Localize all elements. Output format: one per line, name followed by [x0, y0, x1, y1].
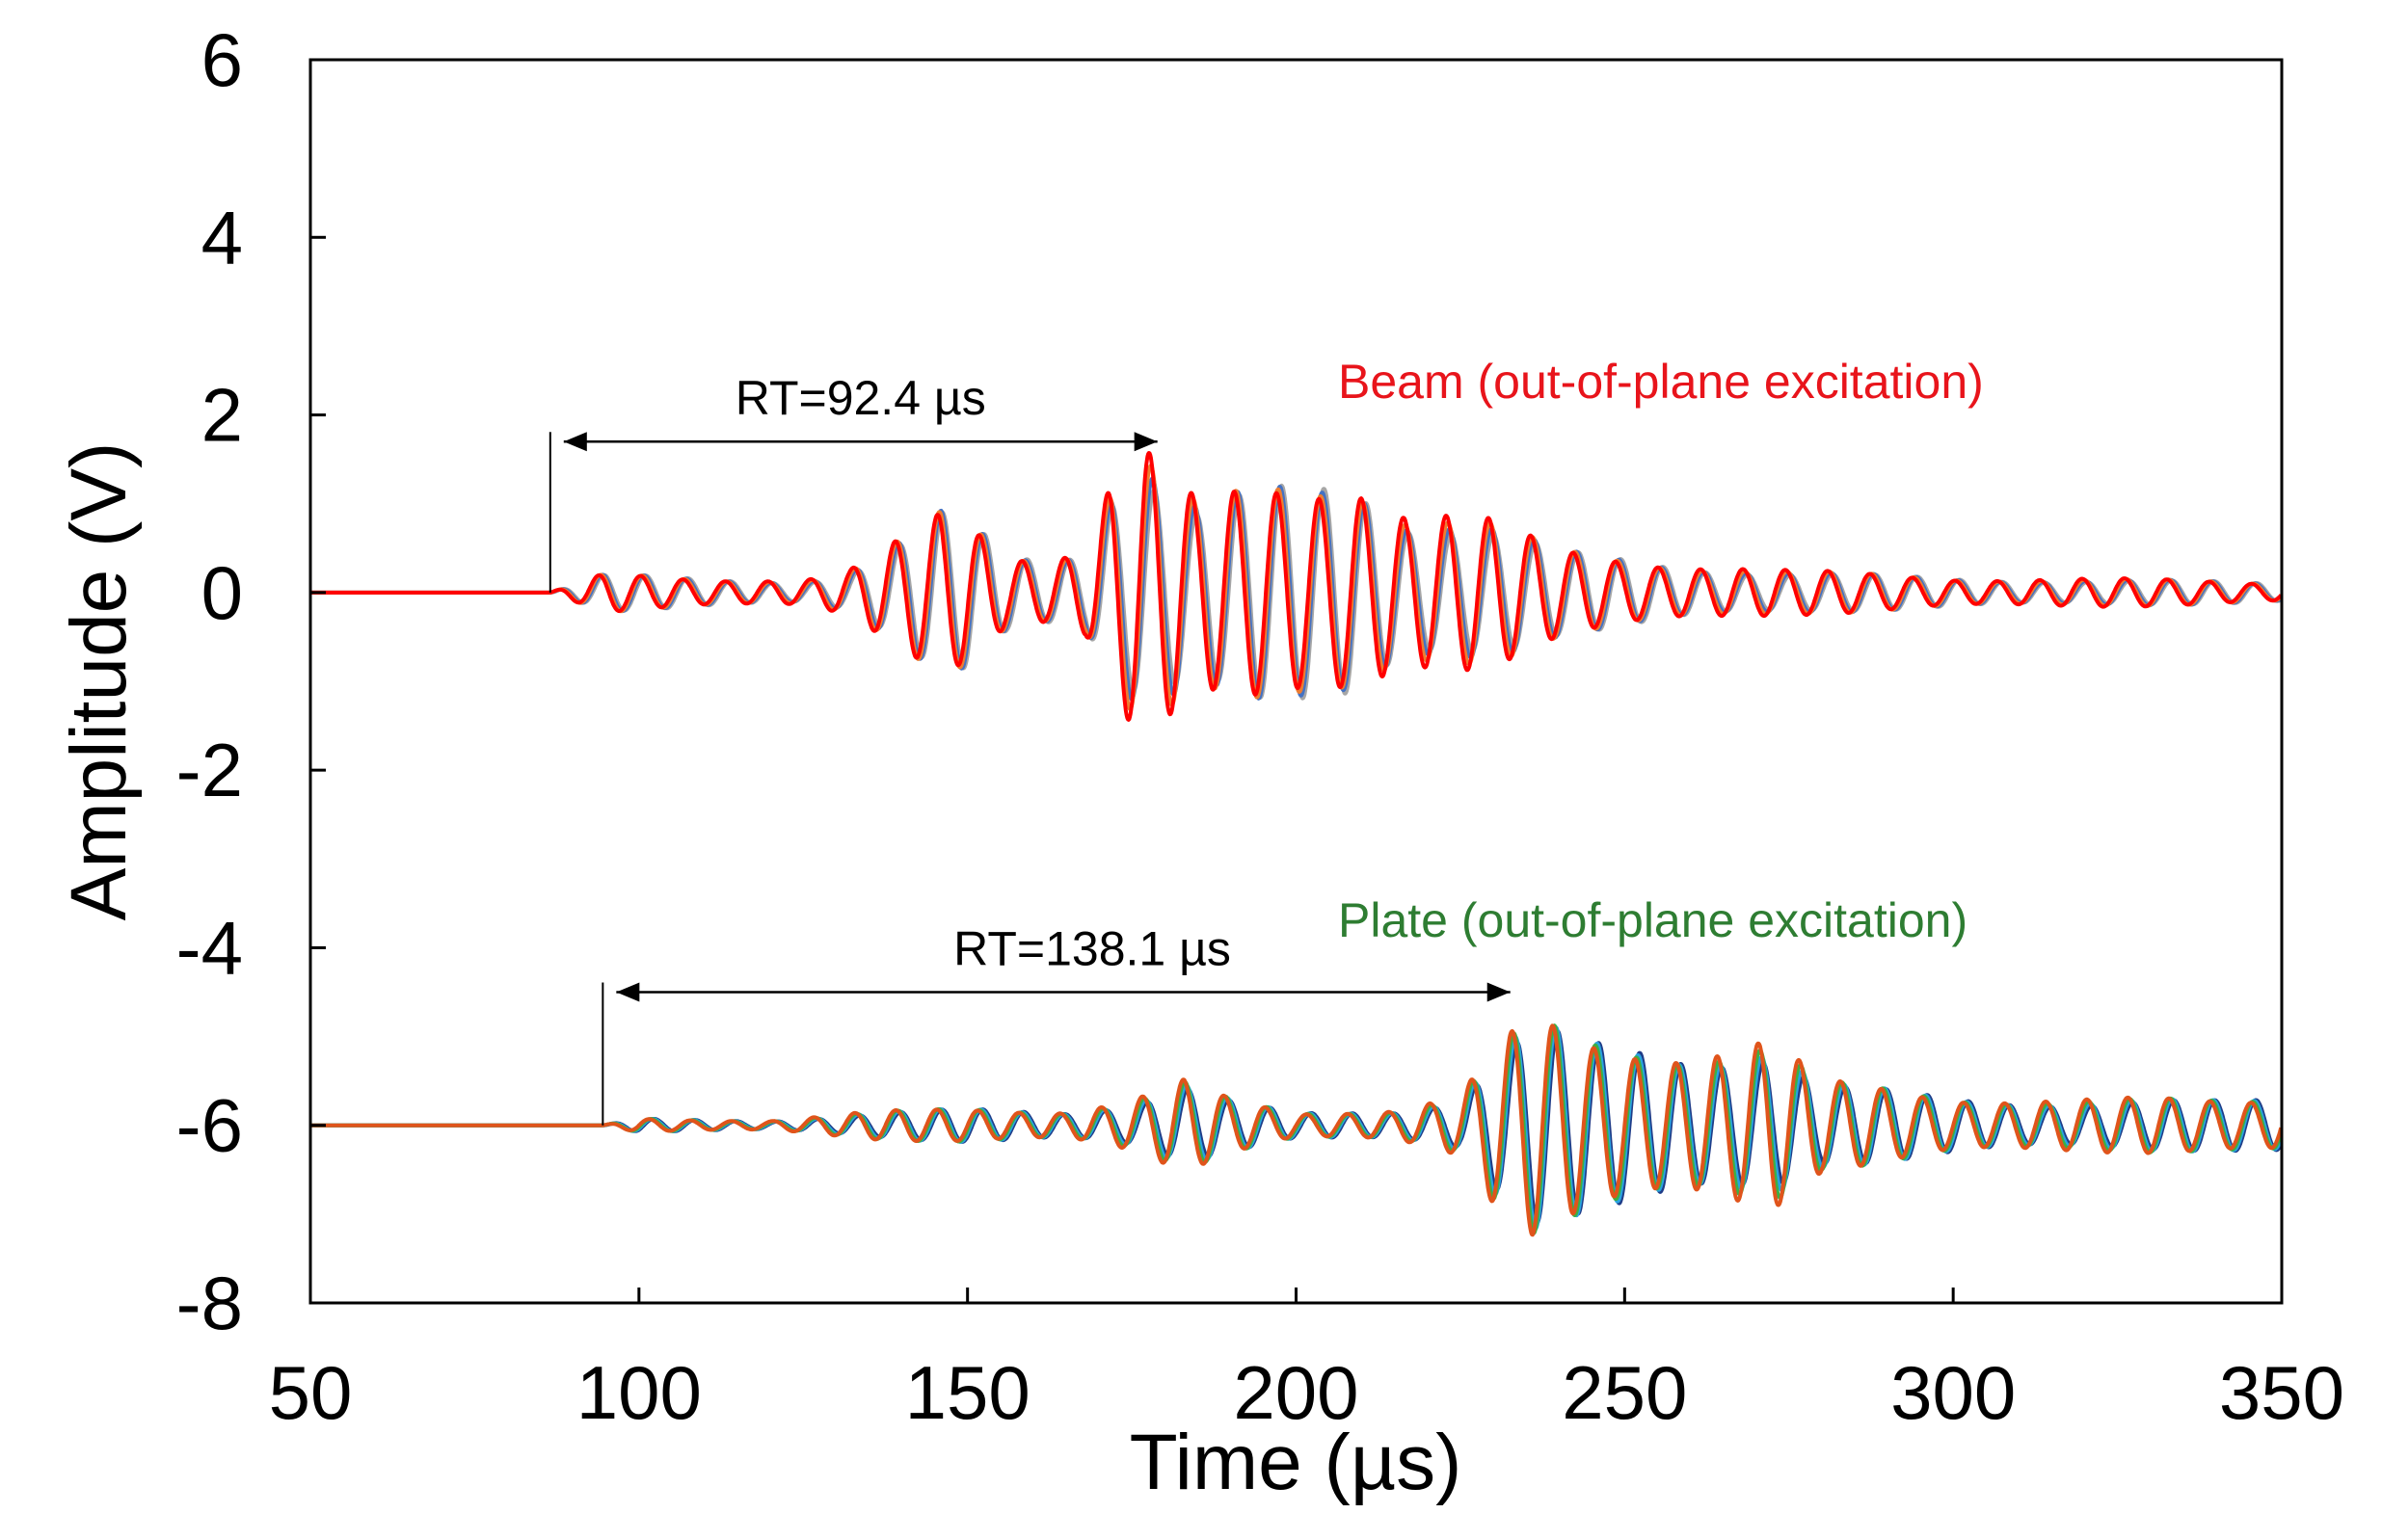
- x-tick-label: 200: [1233, 1350, 1358, 1435]
- rt-arrow-head-right: [1486, 982, 1511, 1002]
- x-tick-label: 300: [1890, 1350, 2016, 1435]
- tick-layer: 50 100 150 200 250 300 350 -8 -6 -4 -2 0 2 4 6: [176, 17, 2344, 1435]
- y-tick-label: -8: [176, 1261, 243, 1345]
- x-tick-label: 50: [269, 1350, 353, 1435]
- beam-waveforms: [308, 451, 2283, 722]
- y-tick-label: -4: [176, 905, 243, 990]
- y-tick-label: 2: [201, 373, 243, 458]
- x-axis-title: Time (µs): [1130, 1419, 1462, 1506]
- annotation-layer: Beam (out-of-plane excitation) RT=92.4 µs…: [549, 355, 1984, 1126]
- y-tick-label: -6: [176, 1083, 243, 1168]
- waveform-series-4: [308, 451, 2283, 722]
- plate-waveforms: [308, 1023, 2284, 1237]
- y-tick-label: -2: [176, 728, 243, 812]
- x-tick-label: 350: [2219, 1350, 2344, 1435]
- x-tick-label: 250: [1562, 1350, 1687, 1435]
- rt-label: RT=92.4 µs: [736, 371, 986, 425]
- series-layer: [308, 451, 2284, 1237]
- rt-arrow-head-left: [616, 982, 640, 1002]
- waveform-series-4: [308, 1023, 2284, 1237]
- x-tick-label: 150: [905, 1350, 1030, 1435]
- rt-label: RT=138.1 µs: [953, 922, 1231, 976]
- rt-arrow-head-left: [563, 432, 587, 452]
- x-tick-label: 100: [576, 1350, 702, 1435]
- rt-arrow-head-right: [1134, 432, 1158, 452]
- y-tick-label: 4: [201, 195, 243, 279]
- y-tick-label: 6: [201, 17, 243, 102]
- y-axis-title: Amplitude (V): [55, 442, 143, 921]
- beam-label: Beam (out-of-plane excitation): [1338, 355, 1984, 409]
- plate-label: Plate (out-of-plane excitation): [1338, 893, 1967, 947]
- y-tick-label: 0: [201, 550, 243, 635]
